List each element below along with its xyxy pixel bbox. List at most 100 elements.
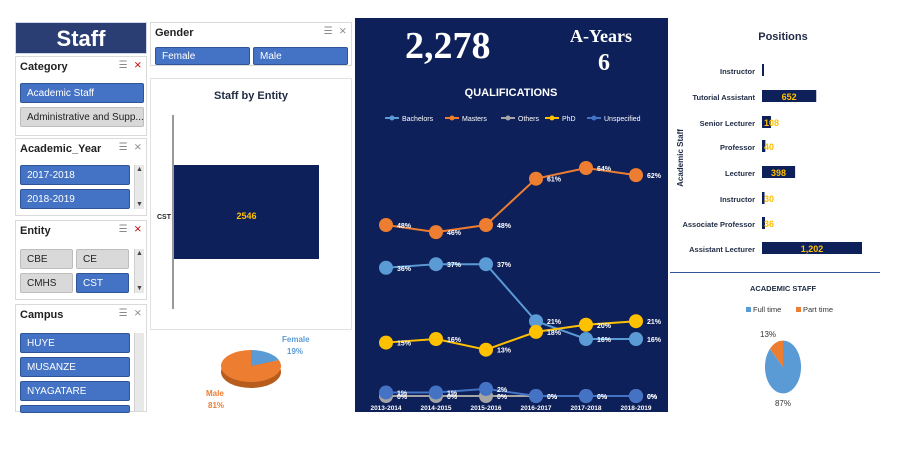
- legend-label: PhD: [562, 116, 576, 123]
- data-label: 48%: [397, 223, 412, 230]
- slicer-scrollbar[interactable]: [134, 333, 144, 411]
- data-label: 40: [764, 142, 774, 152]
- legend-label: Female: [282, 335, 310, 344]
- data-label: 18%: [547, 330, 562, 337]
- slicer-scrollbar[interactable]: ▲ ▼: [134, 165, 144, 209]
- slicer-item[interactable]: 2018-2019: [20, 189, 130, 209]
- pie-slice: [764, 340, 802, 394]
- chevron-down-icon[interactable]: ▼: [136, 285, 143, 292]
- multi-select-icon[interactable]: ☰: [118, 308, 128, 319]
- slicer-scrollbar[interactable]: ▲ ▼: [134, 249, 144, 293]
- y-axis-label: Academic Staff: [676, 129, 685, 187]
- data-point: [579, 389, 593, 403]
- chevron-up-icon[interactable]: ▲: [136, 166, 143, 173]
- slicer-item[interactable]: CBE: [20, 249, 73, 269]
- slicer-item[interactable]: Academic Staff: [20, 83, 144, 103]
- slicer-item[interactable]: Male: [253, 47, 348, 65]
- slicer-title: Entity: [20, 225, 51, 237]
- category-tick-label: Lecturer: [725, 169, 755, 178]
- series-line: [385, 320, 637, 351]
- data-label: 0%: [497, 394, 508, 401]
- pie-slice: [769, 340, 783, 367]
- data-point: [479, 342, 493, 357]
- dashboard-title: Staff: [15, 22, 147, 54]
- data-label: 13%: [497, 348, 512, 355]
- x-tick-label: 2013-2014: [370, 405, 401, 412]
- staff-by-entity-chart: Staff by Entity CST 2546: [150, 78, 352, 330]
- data-label: 20%: [597, 323, 612, 330]
- positions-chart: Positions Academic Staff Instructor Tutor…: [670, 18, 880, 272]
- clear-filter-icon[interactable]: ⨯: [133, 224, 142, 235]
- slicer-campus: Campus ☰ ⨯ HUYE MUSANZE NYAGATARE: [15, 304, 147, 413]
- data-label: 21%: [647, 319, 662, 326]
- x-tick-label: 2016-2017: [520, 405, 551, 412]
- data-point: [579, 332, 593, 346]
- chart-title: QUALIFICATIONS: [465, 87, 558, 99]
- data-label: 30: [764, 194, 774, 204]
- data-point: [629, 314, 643, 329]
- slicer-item[interactable]: CST: [76, 273, 129, 293]
- legend-label: Male: [206, 389, 224, 398]
- multi-select-icon[interactable]: ☰: [118, 142, 128, 153]
- slicer-item[interactable]: HUYE: [20, 333, 130, 353]
- clear-filter-icon[interactable]: ⨯: [338, 26, 347, 37]
- slicer-title: Campus: [20, 309, 64, 321]
- category-tick-label: Instructor: [720, 67, 755, 76]
- slicer-title: Gender: [155, 27, 194, 39]
- chevron-down-icon[interactable]: ▼: [136, 201, 143, 208]
- data-label: 0%: [597, 394, 608, 401]
- academic-staff-svg: ACADEMIC STAFF Full time Part time 13% 87%: [746, 284, 833, 408]
- data-label: 108: [764, 118, 779, 128]
- clear-filter-icon[interactable]: ⨯: [133, 60, 142, 71]
- multi-select-icon[interactable]: ☰: [118, 60, 128, 71]
- bar: [762, 192, 765, 204]
- bar: [174, 165, 319, 259]
- slicer-item[interactable]: NYAGATARE: [20, 381, 130, 401]
- slicer-item[interactable]: Administrative and Supp...: [20, 107, 144, 127]
- data-label: 62%: [647, 173, 662, 180]
- data-point: [379, 335, 393, 350]
- slicer-item[interactable]: Female: [155, 47, 250, 65]
- chevron-up-icon[interactable]: ▲: [136, 250, 143, 257]
- slicer-item[interactable]: CE: [76, 249, 129, 269]
- data-label: 0%: [597, 394, 608, 401]
- slicer-item[interactable]: CMHS: [20, 273, 73, 293]
- clear-filter-icon[interactable]: ⨯: [133, 142, 142, 153]
- data-point: [479, 381, 493, 396]
- data-point: [479, 257, 493, 272]
- data-point: [529, 389, 543, 403]
- qualifications-svg: QUALIFICATIONS Bachelors Masters Others PhD…: [370, 87, 662, 412]
- x-tick-label: 2017-2018: [570, 405, 601, 412]
- data-point: [379, 385, 393, 400]
- legend-swatch: [746, 307, 751, 312]
- bar: [762, 90, 817, 102]
- bar: [762, 217, 765, 229]
- multi-select-icon[interactable]: ☰: [323, 26, 333, 37]
- data-label: 2%: [497, 387, 508, 394]
- slicer-item[interactable]: 2017-2018: [20, 165, 130, 185]
- data-label: 16%: [447, 337, 462, 344]
- clear-filter-icon[interactable]: ⨯: [133, 308, 142, 319]
- chart-title: ACADEMIC STAFF: [750, 284, 817, 293]
- slicer-item[interactable]: MUSANZE: [20, 357, 130, 377]
- data-label: 16%: [647, 337, 662, 344]
- slicer-entity: Entity ☰ ⨯ CBE CE CMHS CST ▲ ▼: [15, 220, 147, 300]
- qualifications-chart: QUALIFICATIONS Bachelors Masters Others PhD…: [355, 78, 668, 412]
- data-label: 1,202: [801, 244, 824, 254]
- data-label: 37%: [447, 262, 462, 269]
- total-staff-kpi: 2,278: [405, 25, 491, 67]
- slicer-item-partial[interactable]: [20, 405, 130, 413]
- category-tick-label: Associate Professor: [682, 220, 755, 229]
- gender-pie-chart: Female 19% Male 81%: [150, 330, 352, 412]
- data-label: 1%: [447, 390, 458, 397]
- bar: [762, 64, 764, 76]
- category-tick-label: CST: [157, 214, 172, 221]
- academic-years-value: 6: [598, 50, 610, 76]
- slicer-academic-year: Academic_Year ☰ ⨯ 2017-2018 2018-2019 ▲ ▼: [15, 138, 147, 216]
- multi-select-icon[interactable]: ☰: [118, 224, 128, 235]
- data-label: 19%: [287, 347, 303, 356]
- slicer-title: Academic_Year: [20, 143, 102, 155]
- dashboard-center: 2,278 A-Years 6 QUALIFICATIONS Bachelors…: [355, 18, 668, 412]
- data-label: 0%: [647, 394, 658, 401]
- chart-title: Staff by Entity: [214, 90, 289, 102]
